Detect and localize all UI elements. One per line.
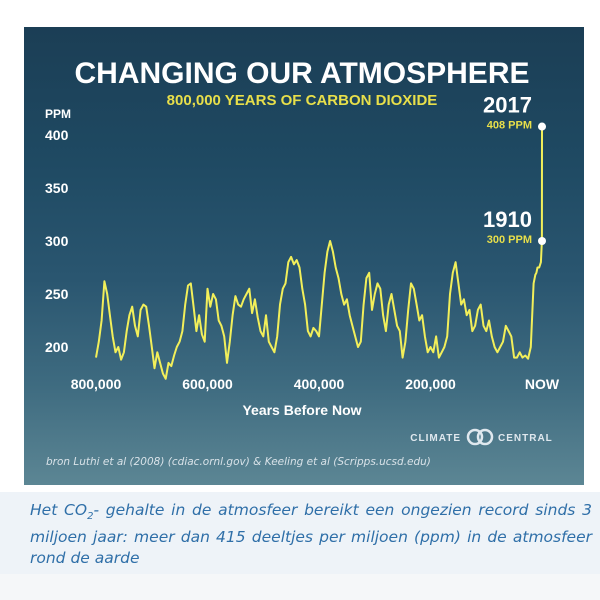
co2-chart: CHANGING OUR ATMOSPHERE 800,000 YEARS OF… bbox=[45, 57, 560, 468]
bottom-strip bbox=[0, 574, 600, 600]
y-axis-label: PPM bbox=[45, 107, 71, 121]
caption-subscript: 2 bbox=[87, 511, 94, 523]
co2-series-line bbox=[95, 126, 543, 380]
brand-right: CENTRAL bbox=[498, 433, 553, 444]
chart-title: CHANGING OUR ATMOSPHERE bbox=[74, 57, 529, 90]
annotation-point bbox=[538, 122, 546, 131]
brand-ring-right-icon bbox=[476, 428, 494, 446]
y-tick-label: 350 bbox=[45, 180, 69, 196]
caption-prefix: Het CO bbox=[30, 501, 88, 519]
x-tick-label: 400,000 bbox=[294, 376, 345, 392]
annotations: 2017 408 PPM 1910 300 PPM bbox=[483, 93, 546, 246]
annotation-value: 300 PPM bbox=[487, 234, 532, 246]
source-note: bron Luthi et al (2008) (cdiac.ornl.gov)… bbox=[46, 456, 431, 468]
y-tick-label: 250 bbox=[45, 286, 69, 302]
y-tick-label: 200 bbox=[45, 339, 69, 355]
y-tick-labels: 400 350 300 250 200 bbox=[45, 127, 69, 355]
annotation-year: 2017 bbox=[483, 93, 532, 118]
chart-subtitle: 800,000 YEARS OF CARBON DIOXIDE bbox=[167, 92, 438, 109]
x-axis-label: Years Before Now bbox=[242, 402, 361, 418]
x-tick-label: 200,000 bbox=[405, 376, 456, 392]
brand-left: CLIMATE bbox=[410, 433, 461, 444]
y-tick-label: 300 bbox=[45, 233, 69, 249]
annotation-year: 1910 bbox=[483, 207, 532, 232]
x-tick-label: 600,000 bbox=[182, 376, 233, 392]
caption-text: Het CO2- gehalte in de atmosfeer bereikt… bbox=[30, 500, 592, 569]
climate-central-logo: CLIMATE CENTRAL bbox=[410, 428, 553, 446]
x-tick-label: NOW bbox=[525, 376, 560, 392]
caption-box: Het CO2- gehalte in de atmosfeer bereikt… bbox=[0, 492, 600, 574]
chart-panel: CHANGING OUR ATMOSPHERE 800,000 YEARS OF… bbox=[24, 27, 584, 485]
annotation-value: 408 PPM bbox=[487, 120, 532, 132]
x-tick-label: 800,000 bbox=[71, 376, 122, 392]
x-tick-labels: 800,000 600,000 400,000 200,000 NOW bbox=[71, 376, 560, 392]
y-tick-label: 400 bbox=[45, 127, 69, 143]
caption-suffix: - gehalte in de atmosfeer bereikt een on… bbox=[30, 501, 592, 568]
brand-ring-left-icon bbox=[466, 428, 484, 446]
annotation-point bbox=[538, 237, 546, 245]
